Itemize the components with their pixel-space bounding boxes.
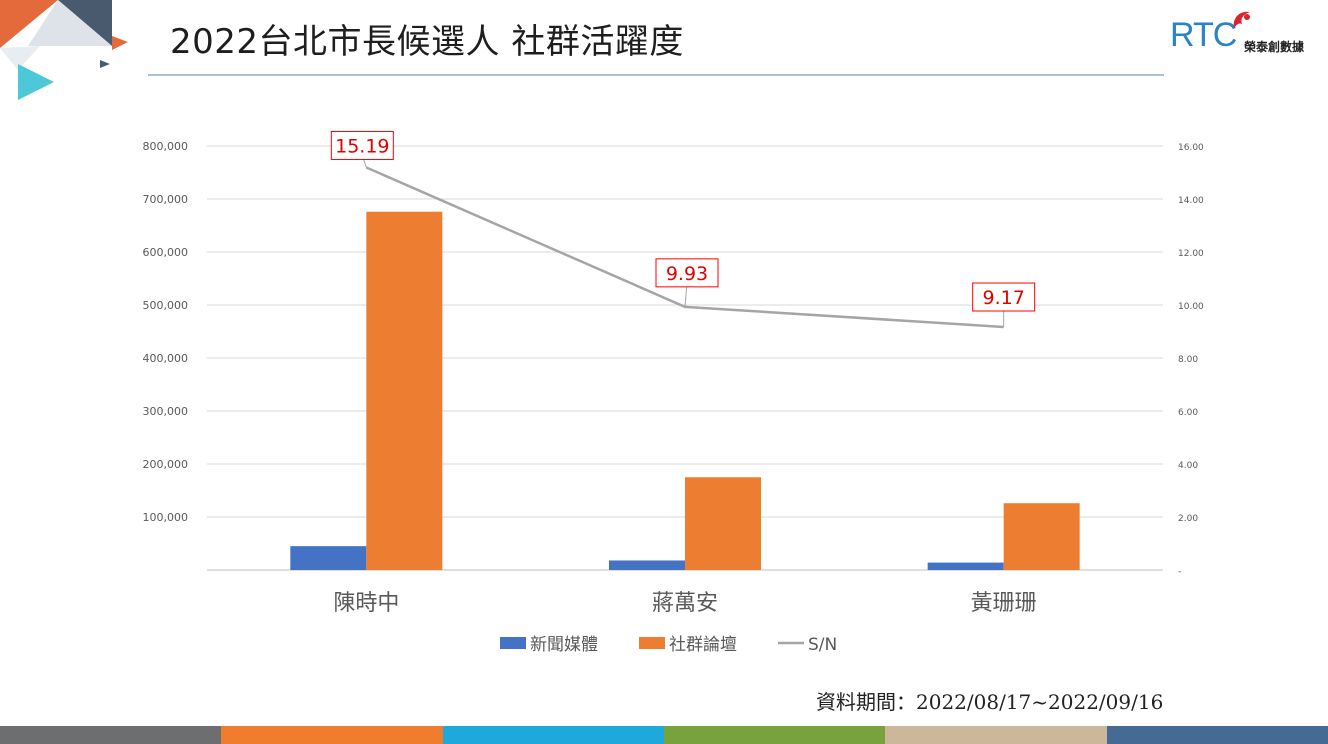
y-right-tick-label: 2.00 xyxy=(1178,514,1198,524)
x-tick-label: 蔣萬安 xyxy=(652,591,718,616)
page-title: 2022台北市長候選人 社群活躍度 xyxy=(170,22,684,62)
y-right-tick-label: 10.00 xyxy=(1178,302,1204,312)
brand-swirl-icon xyxy=(1233,11,1250,28)
chart: 100,000 200,000 300,000 400,000 500,000 600,0… xyxy=(143,130,1204,655)
bar-social xyxy=(366,211,443,570)
legend-label: 社群論壇 xyxy=(669,635,737,655)
y-left-tick-label: 700,000 xyxy=(143,193,189,206)
bottom-bar-segment xyxy=(885,726,1107,744)
legend-label: 新聞媒體 xyxy=(530,635,598,655)
y-left-tick-label: 400,000 xyxy=(143,352,189,365)
data-label: 15.19 xyxy=(335,135,389,157)
x-tick-label: 黃珊珊 xyxy=(971,591,1037,616)
data-label-box xyxy=(972,282,1036,312)
bar-news xyxy=(609,560,685,570)
bottom-color-bar xyxy=(0,726,1328,744)
y-left-tick-label: 100,000 xyxy=(143,511,189,524)
bars xyxy=(290,211,1080,570)
x-axis-labels: 陳時中 蔣萬安 黃珊珊 xyxy=(333,591,1036,616)
y-right-tick-label: 4.00 xyxy=(1178,461,1198,471)
y-right-tick-label: 14.00 xyxy=(1178,196,1204,206)
bottom-bar-segment xyxy=(0,726,222,744)
data-label: 9.93 xyxy=(666,263,708,285)
y-right-tick-label: 6.00 xyxy=(1178,408,1198,418)
brand-name: 榮泰創數據 xyxy=(1244,40,1305,54)
y-right-tick-label: 12.00 xyxy=(1178,249,1204,259)
brand-short: RTC xyxy=(1170,16,1237,54)
sn-line: 15.19 9.93 9.17 xyxy=(330,130,1036,329)
data-label-box xyxy=(655,258,719,288)
corner-logo-decoration xyxy=(0,0,128,100)
bottom-bar-segment xyxy=(663,726,886,744)
brand-logo: RTC 榮泰創數據 xyxy=(1168,10,1320,60)
bar-news xyxy=(927,562,1004,570)
data-period-note: 資料期間：2022/08/17~2022/09/16 xyxy=(816,690,1164,714)
legend: 新聞媒體 社群論壇 S/N xyxy=(500,635,837,655)
y-left-tick-label: 500,000 xyxy=(143,299,189,312)
y-left-tick-label: 300,000 xyxy=(143,405,189,418)
bottom-bar-segment xyxy=(1106,726,1328,744)
legend-swatch xyxy=(639,637,665,649)
bar-social xyxy=(685,477,761,570)
title-divider xyxy=(148,74,1164,76)
y-axis-right-ticks: - 2.00 4.00 6.00 8.00 10.00 12.00 14.00 16.00 xyxy=(1178,143,1204,577)
y-axis-left-ticks: 100,000 200,000 300,000 400,000 500,000 600,0… xyxy=(143,140,189,524)
y-left-tick-label: 200,000 xyxy=(143,458,189,471)
x-tick-label: 陳時中 xyxy=(333,591,399,616)
data-label: 9.17 xyxy=(983,287,1025,309)
y-right-tick-label: - xyxy=(1178,567,1181,577)
legend-label: S/N xyxy=(808,635,837,655)
bar-news xyxy=(290,546,367,570)
y-right-tick-label: 8.00 xyxy=(1178,355,1198,365)
bottom-bar-segment xyxy=(221,726,443,744)
bottom-bar-segment xyxy=(442,726,664,744)
data-label-box xyxy=(330,130,394,160)
legend-swatch xyxy=(500,637,526,649)
y-right-tick-label: 16.00 xyxy=(1178,143,1204,153)
y-left-tick-label: 800,000 xyxy=(143,140,189,153)
y-left-tick-label: 600,000 xyxy=(143,246,189,259)
bar-social xyxy=(1003,503,1080,570)
